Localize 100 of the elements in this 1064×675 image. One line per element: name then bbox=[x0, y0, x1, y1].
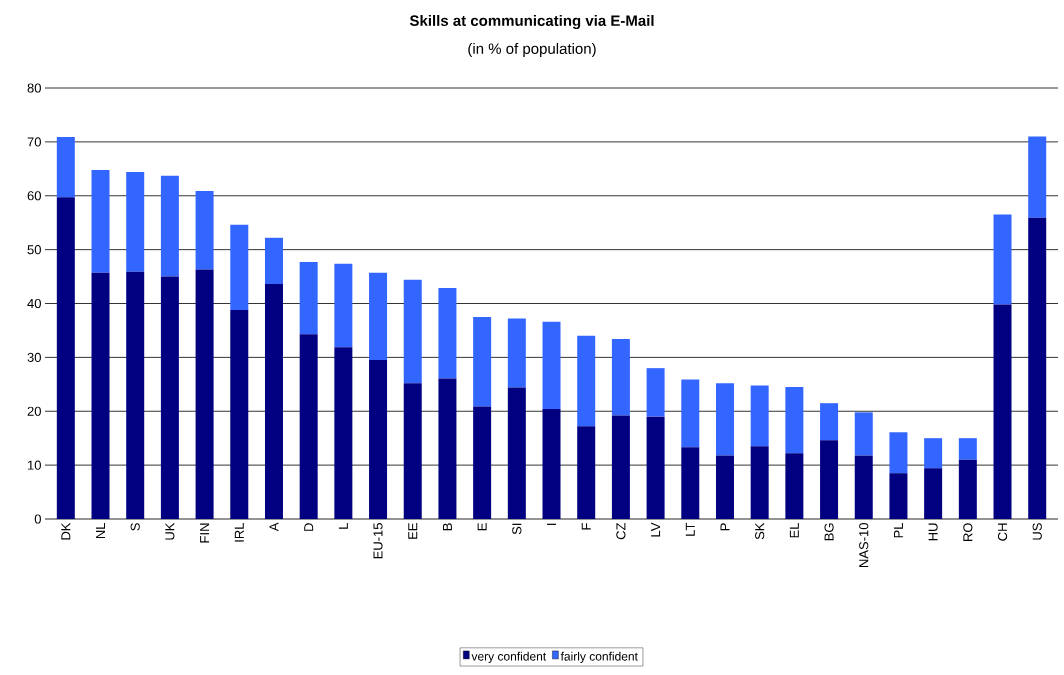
bar bbox=[56, 137, 75, 198]
y-tick-label: 80 bbox=[27, 83, 41, 93]
bar bbox=[577, 335, 596, 427]
x-tick-label: US bbox=[1032, 523, 1042, 540]
x-tick-label: HU bbox=[928, 523, 938, 541]
y-tick-label: 50 bbox=[27, 245, 41, 255]
bar bbox=[160, 175, 179, 277]
bar bbox=[56, 197, 75, 519]
bar bbox=[993, 304, 1012, 519]
bar bbox=[1028, 217, 1047, 519]
x-tick-label: EE bbox=[408, 523, 418, 539]
chart-subtitle: (in % of population) bbox=[468, 43, 596, 57]
x-tick-label: EU-15 bbox=[373, 523, 383, 559]
bar bbox=[334, 347, 353, 519]
bar bbox=[681, 379, 700, 448]
x-tick-label: NL bbox=[96, 522, 105, 539]
bar bbox=[264, 237, 283, 285]
bar bbox=[91, 272, 110, 519]
x-tick-label: E bbox=[477, 523, 487, 531]
bar bbox=[681, 447, 700, 519]
y-tick-label: 70 bbox=[27, 137, 41, 147]
bar bbox=[646, 368, 665, 417]
bar bbox=[438, 287, 457, 379]
y-tick-label: 60 bbox=[27, 191, 41, 201]
x-tick-label: RO bbox=[963, 523, 973, 541]
bar bbox=[91, 169, 110, 273]
x-tick-label: DK bbox=[61, 522, 71, 540]
x-tick-label: B bbox=[442, 523, 452, 531]
x-tick-label: D bbox=[304, 523, 314, 531]
bar bbox=[611, 339, 630, 416]
x-tick-label: P bbox=[720, 523, 730, 531]
bar bbox=[507, 387, 526, 519]
bar bbox=[507, 318, 526, 388]
legend-label: very confident bbox=[471, 651, 547, 664]
bar bbox=[750, 446, 769, 519]
bar bbox=[369, 360, 388, 519]
bar bbox=[473, 316, 492, 407]
bar bbox=[854, 412, 873, 456]
y-tick-label: 20 bbox=[27, 406, 41, 416]
x-tick-label: F bbox=[581, 523, 591, 530]
bar bbox=[542, 321, 561, 410]
x-tick-label: IRL bbox=[234, 522, 244, 542]
bar bbox=[195, 269, 214, 519]
bar bbox=[820, 440, 839, 519]
bar bbox=[715, 383, 734, 456]
bar bbox=[820, 403, 839, 441]
bar bbox=[958, 438, 977, 460]
x-tick-label: L bbox=[338, 522, 348, 529]
x-tick-label: LV bbox=[651, 522, 661, 537]
bar bbox=[438, 378, 457, 519]
bar bbox=[1028, 136, 1047, 218]
bar bbox=[785, 453, 804, 519]
y-tick-label: 10 bbox=[28, 460, 41, 470]
bar bbox=[403, 279, 422, 384]
x-tick-label: SI bbox=[512, 523, 522, 535]
x-tick-label: PL bbox=[893, 522, 903, 538]
x-tick-label: BG bbox=[824, 523, 834, 541]
bar bbox=[126, 172, 145, 272]
x-tick-label: UK bbox=[165, 522, 175, 540]
bar bbox=[889, 473, 908, 519]
bar bbox=[993, 214, 1012, 305]
bar bbox=[750, 385, 769, 447]
x-tick-label: FIN bbox=[200, 523, 210, 543]
y-tick-label: 0 bbox=[34, 514, 41, 524]
bar bbox=[126, 271, 145, 519]
x-tick-label: CH bbox=[997, 523, 1008, 541]
x-tick-label: LT bbox=[685, 522, 695, 536]
y-tick-label: 30 bbox=[27, 352, 41, 362]
bar bbox=[646, 416, 665, 519]
bar bbox=[230, 309, 249, 519]
x-tick-label: CZ bbox=[616, 522, 626, 540]
bar bbox=[785, 387, 804, 454]
bar bbox=[264, 284, 283, 519]
bar bbox=[889, 432, 908, 474]
bar bbox=[577, 426, 596, 519]
x-tick-label: SK bbox=[755, 522, 765, 540]
bar bbox=[230, 224, 249, 310]
y-tick-label: 40 bbox=[27, 298, 41, 309]
legend-label: fairly confident bbox=[560, 651, 638, 664]
bar bbox=[403, 383, 422, 519]
x-tick-label: NAS-10 bbox=[859, 523, 869, 567]
bar bbox=[854, 455, 873, 519]
bar bbox=[299, 262, 318, 335]
x-tick-label: S bbox=[130, 523, 140, 531]
bar bbox=[473, 406, 492, 519]
bar bbox=[924, 438, 943, 469]
bar bbox=[195, 190, 214, 270]
bar bbox=[924, 468, 943, 519]
x-tick-label: I bbox=[547, 523, 556, 525]
chart-title: Skills at communicating via E-Mail bbox=[409, 14, 654, 30]
x-tick-label: A bbox=[269, 522, 279, 532]
bar bbox=[369, 272, 388, 361]
bar bbox=[334, 263, 353, 348]
bar bbox=[299, 334, 318, 519]
bar bbox=[542, 409, 561, 519]
bar bbox=[160, 276, 179, 519]
bar bbox=[611, 415, 630, 519]
bar bbox=[958, 459, 977, 519]
x-tick-label: EL bbox=[789, 522, 799, 538]
bar bbox=[715, 455, 734, 519]
